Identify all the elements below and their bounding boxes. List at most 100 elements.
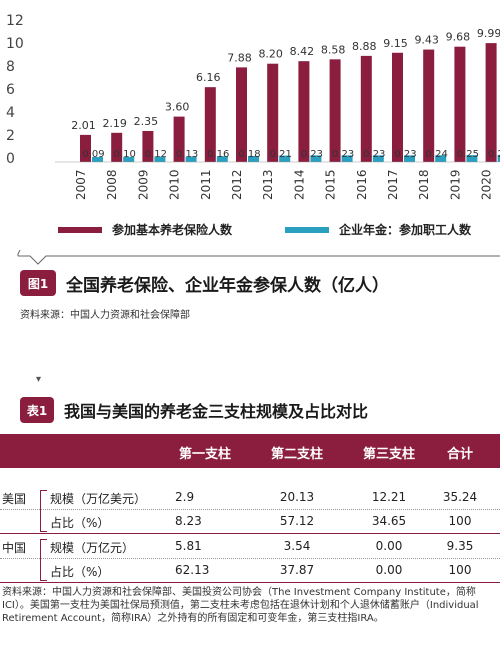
table-row-cn-scale: 中国 规模（万亿元） 5.81 3.54 0.00 9.35 [0,535,500,558]
bar-annuity [372,155,384,162]
bar-pension [423,49,435,162]
table-cell: 62.13 [175,563,210,577]
table-cell: 0.00 [375,539,403,553]
data-label-annuity: 0.27 [488,149,500,160]
y-tick-label: 12 [6,13,24,29]
bar-annuity [248,155,259,162]
table-footnote: 资料来源：中国人力资源和社会保障部、美国投资公司协会（The Investmen… [2,587,479,624]
table-row-us-scale: 美国 规模（万亿美元） 2.9 20.13 12.21 35.24 [0,486,500,509]
x-tick-label: 2007 [74,169,88,200]
legend-item-pension: 参加基本养老保险人数 [58,221,232,238]
bar-pension [80,134,91,162]
data-label-pension: 8.20 [258,48,283,61]
us-bracket [40,490,47,532]
bar-pension [204,87,216,162]
country-us: 美国 [2,492,27,506]
x-tick-label: 2019 [448,169,462,200]
data-label-annuity: 0.25 [457,149,479,160]
legend-label-pension: 参加基本养老保险人数 [112,223,233,237]
data-label-annuity: 0.12 [145,149,167,160]
table-cell: 57.12 [279,514,315,528]
table-badge: 表1 [20,397,54,423]
bar-pension [236,67,247,162]
table-row-cn-share: 占比（%） 62.13 37.87 0.00 100 [0,559,500,582]
x-tick-label: 2008 [105,169,119,200]
x-tick-label: 2020 [480,169,494,200]
row-divider [0,558,500,559]
bar-annuity [185,156,197,162]
table-caption: 表1 我国与美国的养老金三支柱规模及占比对比 [20,397,368,423]
x-tick-label: 2016 [355,169,369,200]
bar-pension [454,46,466,162]
data-label-annuity: 0.13 [176,149,198,160]
y-tick-label: 8 [6,59,15,75]
table-cell: 20.13 [279,490,315,504]
figure-title: 全国养老保险、企业年金参保人数（亿人） [66,275,389,296]
x-tick-label: 2017 [386,169,400,200]
table-cell: 34.65 [371,514,407,528]
legend-swatch-annuity [285,226,329,233]
table-cell: 2.9 [175,490,195,504]
data-label-pension: 8.88 [352,40,377,53]
data-label-pension: 9.15 [383,37,408,50]
data-label-pension: 3.60 [165,101,190,114]
x-tick-label: 2010 [168,169,182,200]
bar-pension [360,55,372,162]
bar-annuity [310,155,322,162]
table-cell: 8.23 [175,514,202,528]
table-cell: 37.87 [279,563,315,577]
data-label-pension: 9.68 [446,31,471,44]
table-header: 第一支柱 第二支柱 第三支柱 合计 [0,434,500,468]
y-tick-label: 2 [6,128,15,144]
header-pillar-3: 第三支柱 [362,447,415,462]
x-tick-label: 2015 [324,169,338,200]
data-label-annuity: 0.16 [207,149,229,160]
legend-swatch-pension [58,226,102,233]
bar-annuity [216,156,228,162]
chart-legend: 参加基本养老保险人数 企业年金：参加职工人数 [0,218,500,240]
x-tick-label: 2013 [261,169,275,200]
figure-caption: 图1 全国养老保险、企业年金参保人数（亿人） [20,270,389,296]
data-label-pension: 2.35 [134,115,159,128]
table-row-us-share: 占比（%） 8.23 57.12 34.65 100 [0,510,500,533]
data-label-annuity: 0.10 [114,149,136,160]
table-cell: 0.00 [375,563,403,577]
bar-pension [111,132,123,162]
data-label-pension: 9.99 [477,27,500,40]
table-cell: 35.24 [442,490,478,504]
bar-pension [298,61,310,162]
data-label-pension: 2.19 [102,117,127,130]
bar-annuity [279,155,291,162]
row-label: 规模（万亿美元） [50,492,147,506]
bar-annuity [123,156,135,162]
bar-annuity [92,156,103,162]
data-label-annuity: 0.18 [238,149,260,160]
data-label-annuity: 0.24 [426,149,448,160]
header-pillar-2: 第二支柱 [270,447,323,462]
data-label-annuity: 0.23 [394,149,416,160]
figure-source: 资料来源：中国人力资源和社会保障部 [20,310,190,321]
bar-pension [267,63,279,163]
bar-annuity [466,155,478,162]
data-label-annuity: 0.23 [332,149,354,160]
data-label-pension: 8.42 [290,45,315,58]
bar-annuity [497,154,500,162]
table-cell: 100 [448,563,472,577]
row-label: 规模（万亿元） [50,541,135,555]
bar-pension [329,59,341,162]
country-cn: 中国 [2,541,27,555]
data-label-pension: 7.88 [227,51,252,64]
y-tick-label: 4 [6,105,15,121]
table-marker: ▾ [36,374,42,385]
data-label-annuity: 0.23 [301,149,323,160]
x-tick-label: 2009 [136,169,150,200]
data-label-annuity: 0.09 [82,149,104,160]
bar-pension [142,130,154,162]
x-tick-label: 2012 [230,169,244,200]
cn-bracket [40,539,47,581]
caption-pointer [17,249,500,265]
data-label-annuity: 0.23 [363,149,385,160]
data-label-annuity: 0.21 [270,149,292,160]
y-tick-label: 0 [6,151,15,167]
y-tick-label: 6 [6,82,15,98]
